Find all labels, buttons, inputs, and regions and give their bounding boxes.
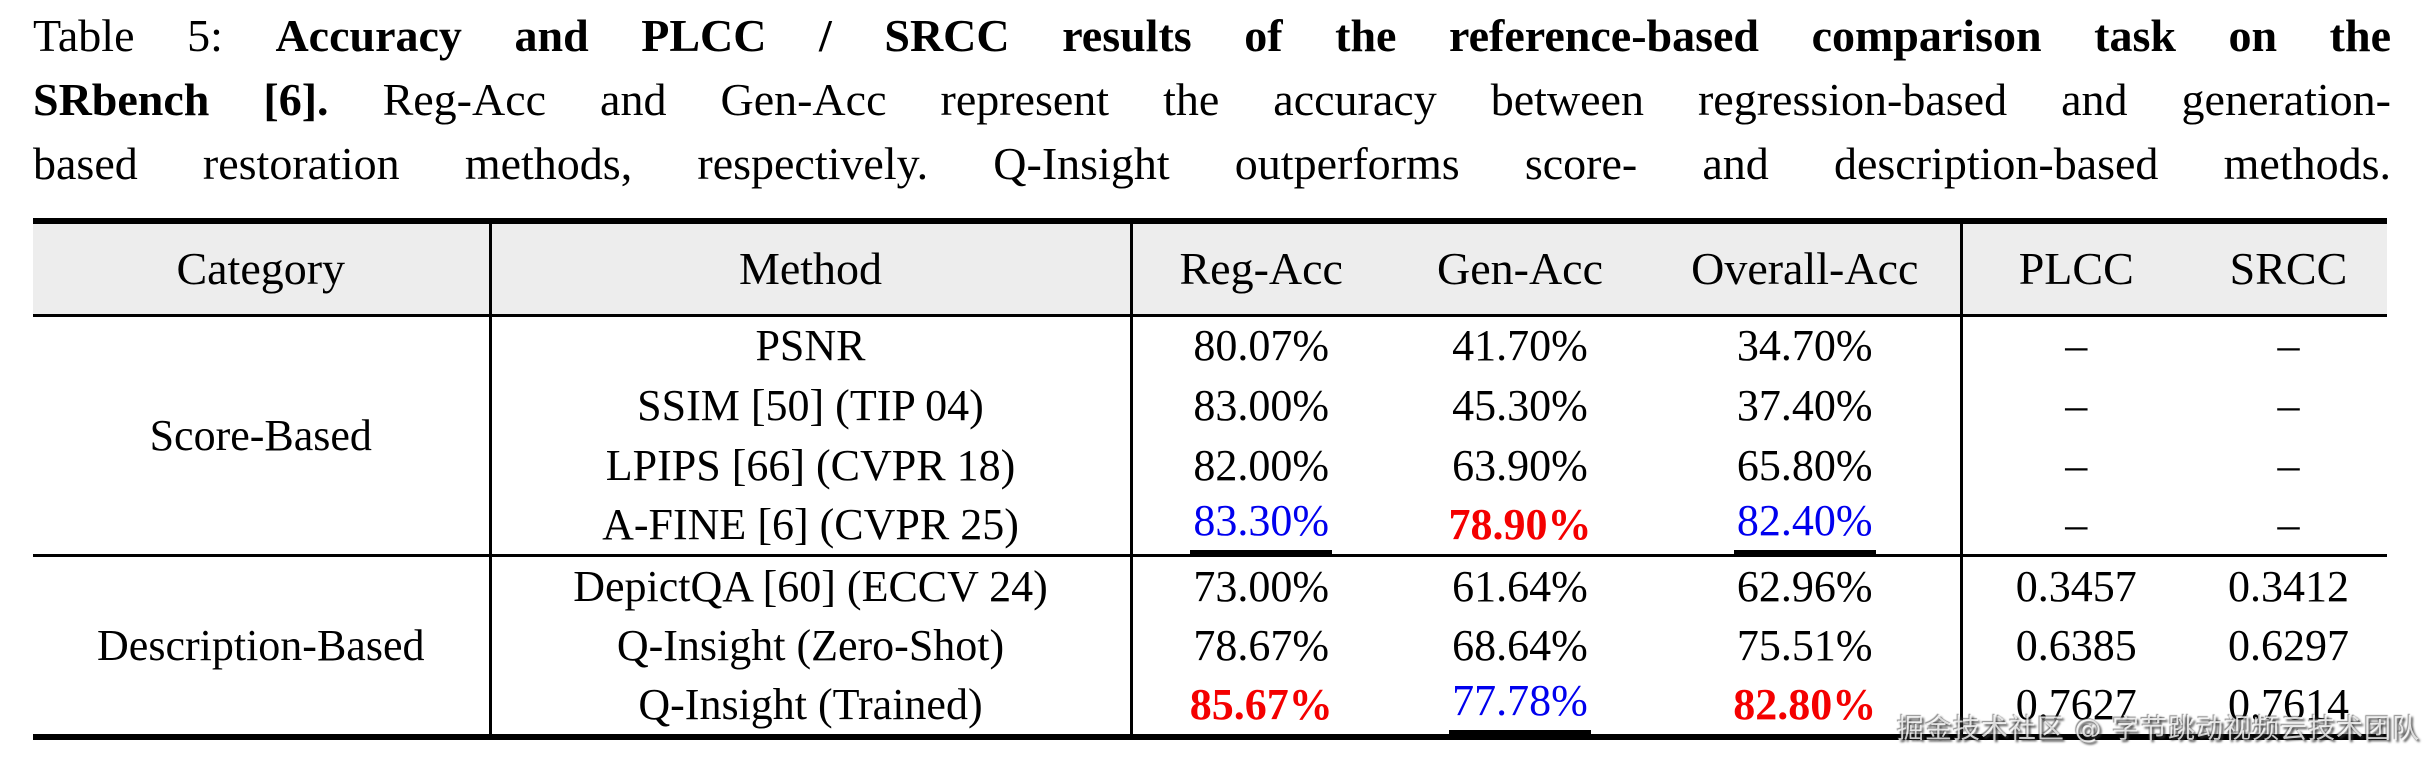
method-cell: SSIM [50] (TIP 04) bbox=[488, 375, 1131, 435]
method-cell: LPIPS [66] (CVPR 18) bbox=[488, 435, 1131, 495]
reg-acc-cell: 73.00% bbox=[1129, 553, 1390, 616]
second-best-value: 82.40% bbox=[1733, 498, 1876, 554]
watermark-text: 掘金技术社区 @ 字节跳动视频云技术团队 bbox=[1896, 714, 2420, 745]
reg-acc-cell: 85.67% bbox=[1129, 675, 1390, 738]
second-best-value: 77.78% bbox=[1449, 678, 1591, 735]
srcc-cell: 0.7614 bbox=[2228, 680, 2349, 730]
table-row: Score-Based PSNR 80.07% 41.70% 34.70% – … bbox=[33, 315, 2387, 460]
table-row: SSIM [50] (TIP 04) 83.00% 45.30% 37.40% … bbox=[33, 375, 2387, 435]
overall-acc-cell: 75.51% bbox=[1736, 620, 1873, 670]
caption-title-bold-cont: SRbench [6]. bbox=[33, 74, 329, 125]
category-cell-score-based: Score-Based bbox=[149, 410, 372, 460]
reg-acc-cell: 83.30% bbox=[1129, 495, 1390, 556]
best-value: 85.67% bbox=[1189, 680, 1333, 730]
caption-body-text-cont: based restoration methods, respectively.… bbox=[33, 138, 2391, 189]
srcc-cell: – bbox=[2277, 440, 2300, 490]
gen-acc-cell: 41.70% bbox=[1452, 321, 1588, 371]
method-cell: A-FINE [6] (CVPR 25) bbox=[488, 495, 1131, 556]
overall-acc-cell: 82.80% bbox=[1650, 675, 1961, 737]
caption-line-3: based restoration methods, respectively.… bbox=[33, 132, 2391, 196]
method-cell: PSNR bbox=[488, 315, 1131, 375]
table-caption: Table 5: Accuracy and PLCC / SRCC result… bbox=[33, 4, 2391, 196]
overall-acc-cell: 37.40% bbox=[1736, 380, 1873, 430]
plcc-cell: – bbox=[1959, 315, 2190, 375]
col-header-plcc: PLCC bbox=[1959, 221, 2190, 317]
gen-acc-cell: 63.90% bbox=[1452, 440, 1588, 490]
plcc-cell: 0.3457 bbox=[1959, 553, 2190, 616]
best-value: 82.80% bbox=[1733, 680, 1877, 730]
gen-acc-cell: 77.78% bbox=[1390, 675, 1650, 737]
results-table: Category Method Reg-Acc Gen-Acc Overall-… bbox=[33, 218, 2387, 741]
reg-acc-cell: 80.07% bbox=[1129, 315, 1390, 375]
table-header-row: Category Method Reg-Acc Gen-Acc Overall-… bbox=[33, 221, 2387, 317]
method-cell: Q-Insight (Zero-Shot) bbox=[488, 615, 1131, 676]
gen-acc-cell: 68.64% bbox=[1452, 620, 1588, 670]
col-header-overall-acc: Overall-Acc bbox=[1650, 221, 1961, 317]
srcc-cell: – bbox=[2277, 321, 2300, 371]
gen-acc-cell: 61.64% bbox=[1390, 553, 1650, 616]
overall-acc-cell: 65.80% bbox=[1736, 440, 1873, 490]
caption-line-2: SRbench [6]. Reg-Acc and Gen-Acc represe… bbox=[33, 68, 2391, 132]
plcc-cell: – bbox=[1959, 375, 2190, 435]
gen-acc-cell: 78.90% bbox=[1390, 495, 1650, 555]
reg-acc-cell: 78.67% bbox=[1129, 615, 1390, 676]
col-header-category: Category bbox=[33, 221, 490, 317]
table-row: Q-Insight (Trained) 85.67% 77.78% 82.80%… bbox=[33, 675, 2387, 738]
srcc-cell: – bbox=[2277, 499, 2300, 549]
overall-acc-cell: 82.40% bbox=[1650, 495, 1961, 555]
col-header-srcc: SRCC bbox=[2190, 221, 2387, 317]
overall-acc-cell: 34.70% bbox=[1736, 321, 1873, 371]
plcc-cell: – bbox=[1959, 495, 2190, 556]
method-cell: DepictQA [60] (ECCV 24) bbox=[488, 553, 1131, 616]
table-row: LPIPS [66] (CVPR 18) 82.00% 63.90% 65.80… bbox=[33, 435, 2387, 495]
srcc-cell: – bbox=[2277, 380, 2300, 430]
caption-line-1: Table 5: Accuracy and PLCC / SRCC result… bbox=[33, 4, 2391, 68]
plcc-cell: 0.7627 bbox=[1959, 675, 2190, 738]
plcc-cell: 0.6385 bbox=[1959, 615, 2190, 676]
caption-title-bold: Accuracy and PLCC / SRCC results of the … bbox=[275, 10, 2392, 61]
category-cell-description-based: Description-Based bbox=[33, 553, 490, 738]
reg-acc-cell: 82.00% bbox=[1129, 435, 1390, 495]
table-row: Q-Insight (Zero-Shot) 78.67% 68.64% 75.5… bbox=[33, 615, 2387, 676]
reg-acc-cell: 83.00% bbox=[1129, 375, 1390, 435]
table-row: Description-Based DepictQA [60] (ECCV 24… bbox=[33, 553, 2387, 738]
second-best-value: 83.30% bbox=[1190, 498, 1333, 554]
srcc-cell: 0.3412 bbox=[2190, 553, 2387, 616]
overall-acc-cell: 62.96% bbox=[1650, 553, 1961, 616]
gen-acc-cell: 45.30% bbox=[1452, 380, 1588, 430]
col-header-method: Method bbox=[488, 221, 1131, 317]
plcc-cell: – bbox=[1959, 435, 2190, 495]
col-header-reg-acc: Reg-Acc bbox=[1129, 221, 1390, 317]
caption-body-text: Reg-Acc and Gen-Acc represent the accura… bbox=[328, 74, 2391, 125]
method-cell: Q-Insight (Trained) bbox=[488, 675, 1131, 738]
caption-table-number: Table 5: bbox=[33, 10, 276, 61]
table-row: A-FINE [6] (CVPR 25) 83.30% 78.90% 82.40… bbox=[33, 495, 2387, 556]
best-value: 78.90% bbox=[1448, 499, 1592, 549]
srcc-cell: 0.6297 bbox=[2228, 620, 2349, 670]
col-header-gen-acc: Gen-Acc bbox=[1390, 221, 1650, 317]
